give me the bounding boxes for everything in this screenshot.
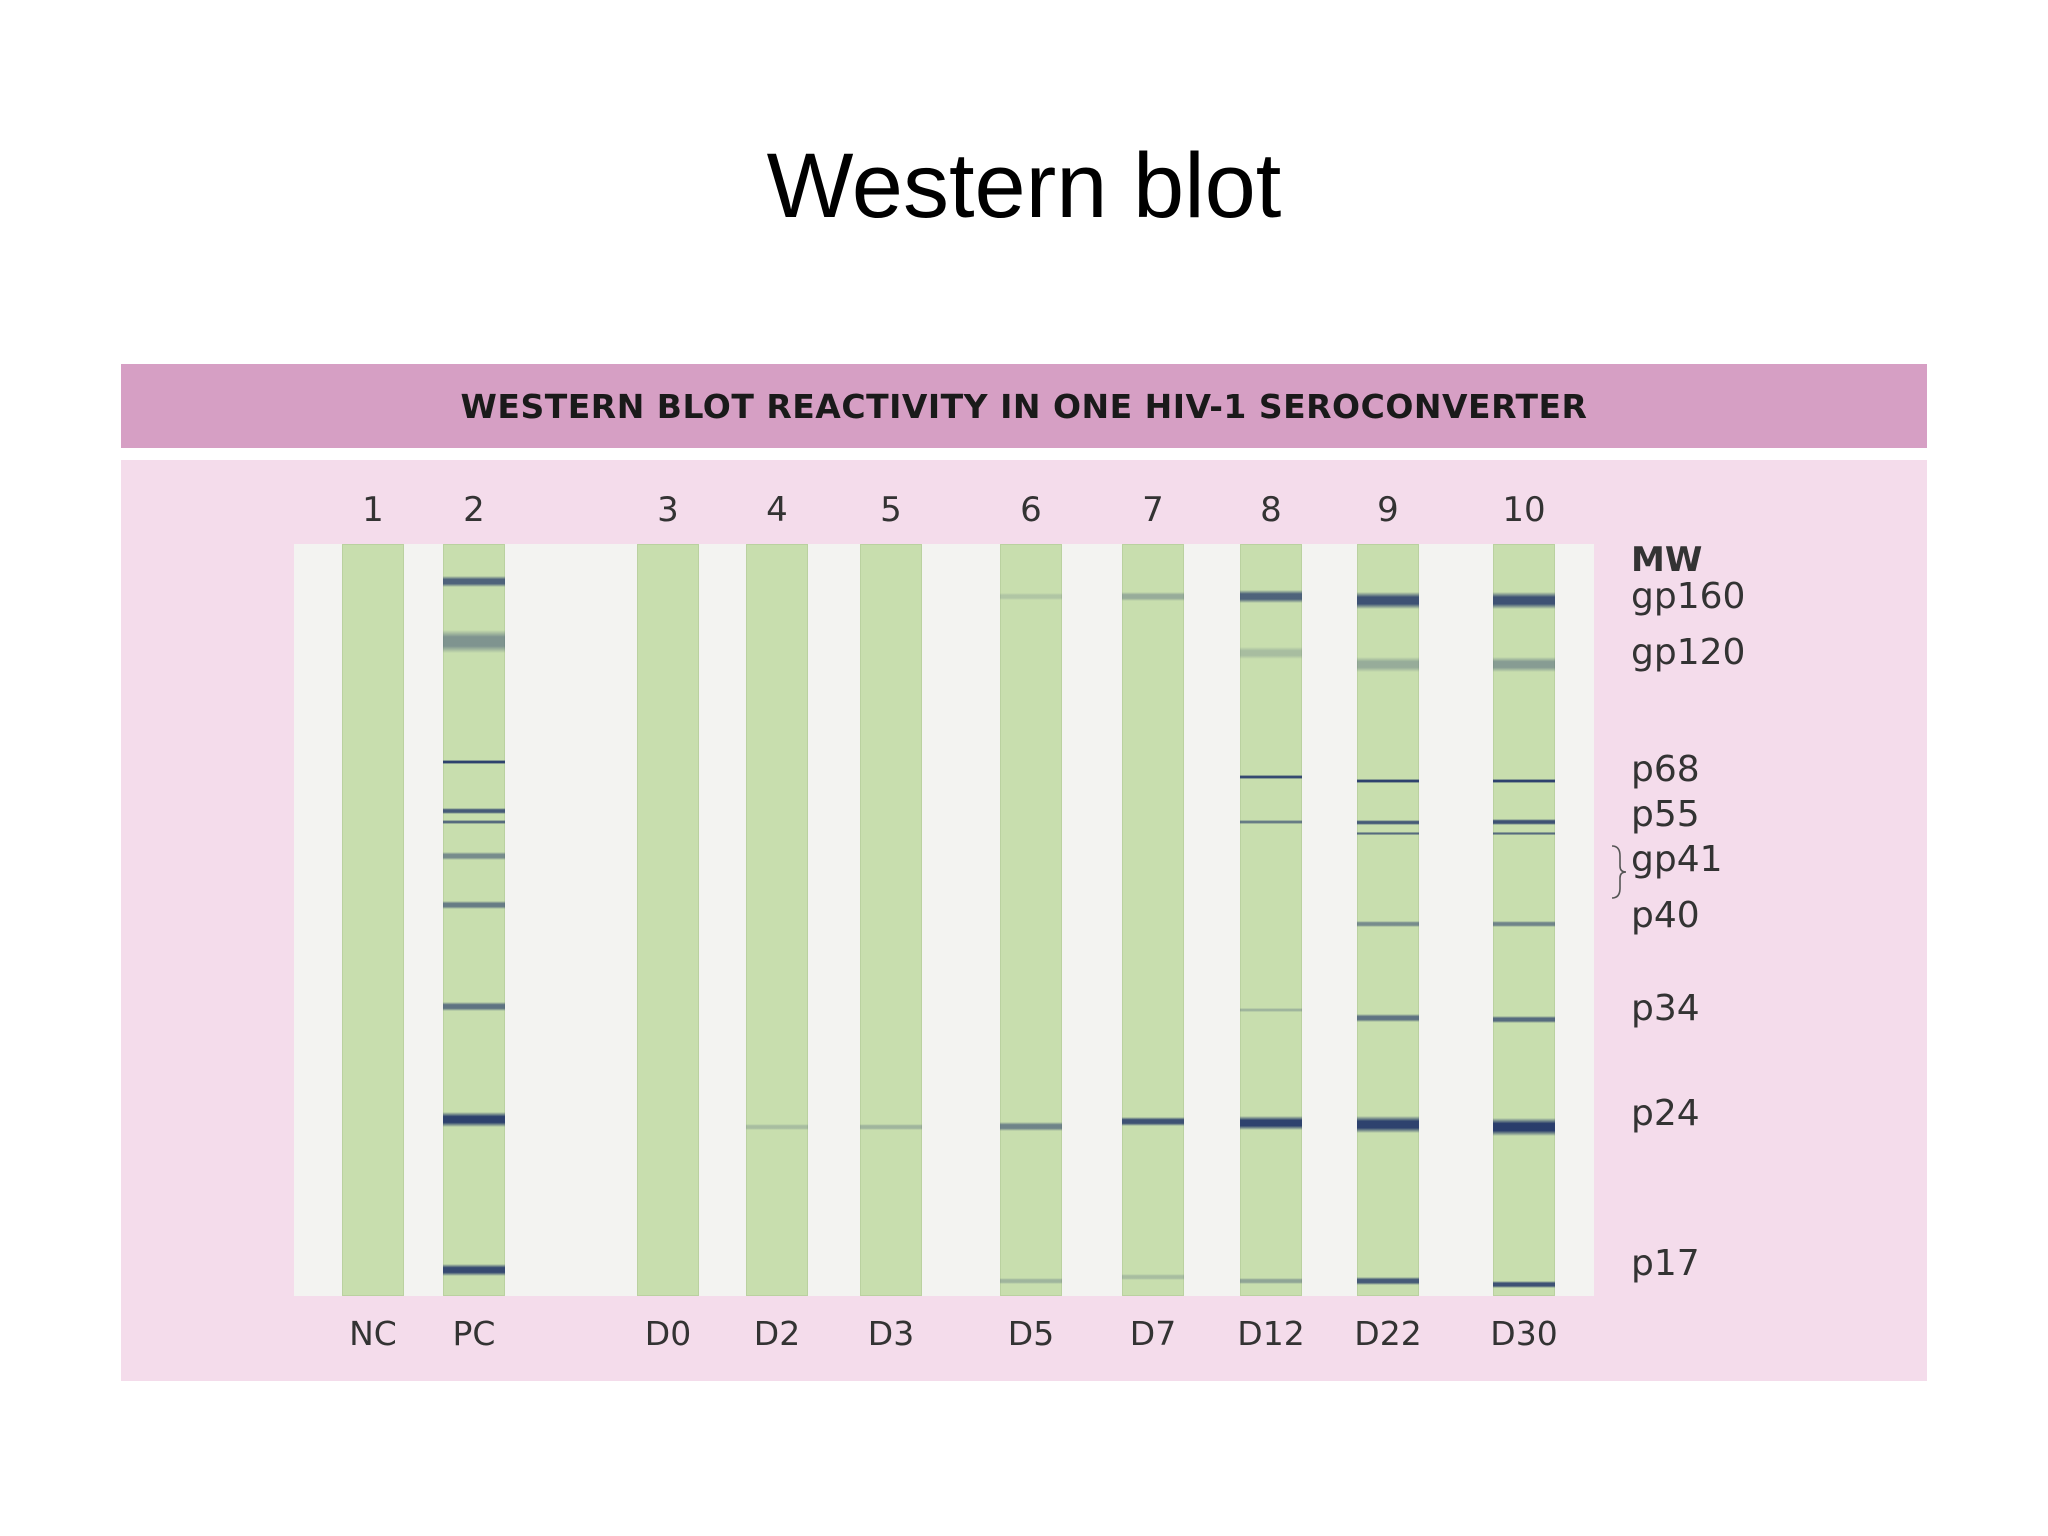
band bbox=[1122, 1274, 1184, 1281]
band bbox=[443, 759, 505, 765]
lane-label: D5 bbox=[1007, 1314, 1055, 1353]
gp41-brace-icon bbox=[1611, 845, 1627, 899]
band bbox=[1357, 819, 1419, 825]
band bbox=[1122, 1117, 1184, 1127]
mw-marker-gp160: gp160 bbox=[1631, 575, 1746, 617]
mw-marker-p24: p24 bbox=[1631, 1093, 1700, 1135]
mw-heading: MW bbox=[1631, 540, 1703, 580]
mw-marker-p55: p55 bbox=[1631, 793, 1700, 835]
lane-label: D0 bbox=[644, 1314, 692, 1353]
band bbox=[443, 576, 505, 587]
lane-strip-d5 bbox=[1000, 544, 1062, 1296]
mw-marker-gp120: gp120 bbox=[1631, 632, 1746, 674]
slide-title: Western blot bbox=[766, 135, 1282, 237]
mw-marker-p17: p17 bbox=[1631, 1243, 1700, 1285]
lane-strip-d22 bbox=[1357, 544, 1419, 1296]
band bbox=[1357, 592, 1419, 609]
band bbox=[1357, 831, 1419, 836]
band bbox=[1240, 819, 1302, 825]
lane-number: 6 bbox=[1020, 490, 1042, 530]
lane-strip-d12 bbox=[1240, 544, 1302, 1296]
band bbox=[1357, 1014, 1419, 1022]
lane-number: 3 bbox=[657, 490, 679, 530]
lane-label: D2 bbox=[753, 1314, 801, 1353]
lane-number: 9 bbox=[1377, 490, 1399, 530]
lane-strip-d30 bbox=[1493, 544, 1555, 1296]
band bbox=[1493, 1015, 1555, 1024]
band bbox=[1000, 1277, 1062, 1284]
band bbox=[1357, 920, 1419, 927]
lane-label: D12 bbox=[1237, 1314, 1305, 1353]
lane-strip-d2 bbox=[746, 544, 808, 1296]
lane-strip-nc bbox=[342, 544, 404, 1296]
band bbox=[1240, 1277, 1302, 1284]
lane-label: NC bbox=[349, 1314, 397, 1353]
band bbox=[746, 1123, 808, 1130]
lane-strip-d3 bbox=[860, 544, 922, 1296]
lane-label: D30 bbox=[1490, 1314, 1558, 1353]
lane-number: 1 bbox=[362, 490, 384, 530]
lane-label: D3 bbox=[867, 1314, 915, 1353]
band bbox=[1357, 656, 1419, 672]
band bbox=[1122, 592, 1184, 602]
band bbox=[443, 1111, 505, 1127]
western-blot-figure: WESTERN BLOT REACTIVITY IN ONE HIV-1 SER… bbox=[121, 364, 1927, 1381]
band bbox=[1240, 647, 1302, 659]
lane-strip-d7 bbox=[1122, 544, 1184, 1296]
band bbox=[443, 820, 505, 825]
band bbox=[443, 1001, 505, 1011]
lane-number: 4 bbox=[766, 490, 788, 530]
lane-label: PC bbox=[452, 1314, 496, 1353]
lane-strip-d0 bbox=[637, 544, 699, 1296]
band bbox=[443, 1263, 505, 1276]
band bbox=[1240, 589, 1302, 604]
band bbox=[860, 1123, 922, 1130]
header-divider bbox=[121, 448, 1927, 460]
band bbox=[1493, 592, 1555, 609]
band bbox=[1357, 778, 1419, 784]
figure-header: WESTERN BLOT REACTIVITY IN ONE HIV-1 SER… bbox=[121, 364, 1927, 448]
lane-number: 8 bbox=[1260, 490, 1282, 530]
band bbox=[1493, 831, 1555, 836]
band bbox=[1493, 920, 1555, 927]
band bbox=[1493, 819, 1555, 826]
mw-marker-p34: p34 bbox=[1631, 987, 1700, 1029]
lane-number: 2 bbox=[463, 490, 485, 530]
lane-strip-pc bbox=[443, 544, 505, 1296]
band bbox=[443, 852, 505, 860]
band bbox=[1357, 1277, 1419, 1285]
band bbox=[1357, 1116, 1419, 1133]
band bbox=[443, 808, 505, 814]
band bbox=[1493, 1280, 1555, 1289]
band bbox=[443, 901, 505, 909]
lane-label: D7 bbox=[1129, 1314, 1177, 1353]
band bbox=[1000, 592, 1062, 601]
band bbox=[1240, 1007, 1302, 1013]
lane-number: 10 bbox=[1502, 490, 1546, 530]
lane-label: D22 bbox=[1354, 1314, 1422, 1353]
band bbox=[1493, 778, 1555, 784]
blot-membrane bbox=[294, 544, 1594, 1296]
mw-marker-p68: p68 bbox=[1631, 748, 1700, 790]
mw-marker-p40: p40 bbox=[1631, 895, 1700, 937]
band bbox=[443, 630, 505, 654]
band bbox=[1493, 1117, 1555, 1136]
band bbox=[1240, 1116, 1302, 1130]
band bbox=[1493, 656, 1555, 672]
mw-marker-gp41: gp41 bbox=[1631, 838, 1723, 880]
band bbox=[1000, 1122, 1062, 1132]
lane-number: 7 bbox=[1142, 490, 1164, 530]
band bbox=[1240, 775, 1302, 779]
lane-number: 5 bbox=[880, 490, 902, 530]
